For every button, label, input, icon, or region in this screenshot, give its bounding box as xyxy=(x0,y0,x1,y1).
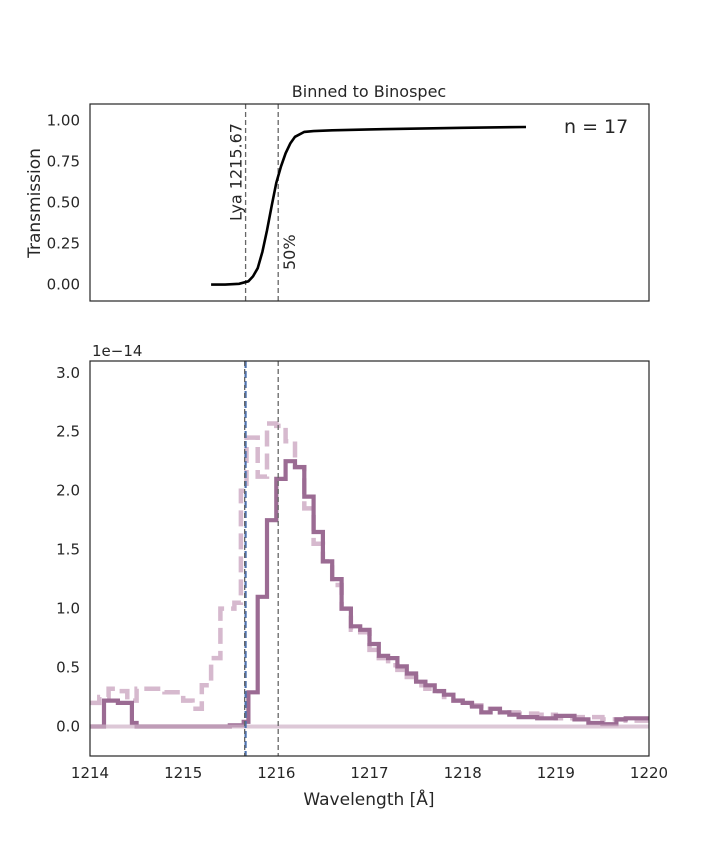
x-tick-label: 1220 xyxy=(630,764,668,782)
error-band xyxy=(90,724,649,729)
bottom-y-tick-label: 1.0 xyxy=(56,600,80,618)
top-chart-title: Binned to Binospec xyxy=(292,82,446,101)
x-tick-label: 1215 xyxy=(164,764,202,782)
bottom-y-tick-label: 3.0 xyxy=(56,364,80,382)
top-y-tick-label: 0.75 xyxy=(47,152,80,170)
bottom-y-tick-label: 1.5 xyxy=(56,541,80,559)
top-axes-frame xyxy=(89,103,650,302)
bottom-y-tick-label: 0.0 xyxy=(56,718,80,736)
transmission-curve xyxy=(211,125,527,286)
top-series xyxy=(211,125,527,286)
top-vlines xyxy=(244,104,279,301)
x-tick-label: 1214 xyxy=(71,764,109,782)
flux-dashed-step xyxy=(90,421,649,723)
x-axis-label: Wavelength [Å] xyxy=(303,788,434,810)
transmission-panel: Binned to Binospec 0.000.250.500.751.00 … xyxy=(25,82,650,302)
bottom-y-tick-label: 0.5 xyxy=(56,659,80,677)
flux-solid-step xyxy=(90,459,649,729)
bottom-y-ticks: 0.0 0.5 1.0 1.5 2.0 2.5 3.0 xyxy=(56,364,80,736)
lya-annotation: Lya 1215.67 xyxy=(227,123,246,221)
top-y-tick-label: 1.00 xyxy=(47,111,80,129)
x-tick-label: 1218 xyxy=(444,764,482,782)
sample-count-annotation: n = 17 xyxy=(564,116,628,138)
x-tick-label: 1216 xyxy=(257,764,295,782)
bottom-y-tick-label: 2.5 xyxy=(56,423,80,441)
flux-panel: 0.00.51.01.52.02.53.0 1214 1215 1216 1217 12… xyxy=(56,342,668,810)
bottom-axes-frame xyxy=(89,360,650,757)
top-y-tick-label: 0.00 xyxy=(47,276,80,294)
bottom-y-tick-label: 2.0 xyxy=(56,482,80,500)
top-y-ticks: 0.00 0.25 0.50 0.75 1.00 xyxy=(47,111,80,293)
top-y-tick-label: 0.25 xyxy=(47,235,80,253)
x-tick-label: 1217 xyxy=(350,764,388,782)
bottom-x-ticks: 1214 1215 1216 1217 1218 1219 1220 xyxy=(71,764,668,782)
top-y-tick-label: 0.50 xyxy=(47,194,80,212)
top-y-axis-label: Transmission xyxy=(25,148,45,259)
y-offset-text: 1e−14 xyxy=(92,342,142,360)
bottom-vlines xyxy=(244,361,279,756)
x-tick-label: 1219 xyxy=(537,764,575,782)
fifty-percent-annotation: 50% xyxy=(280,234,299,270)
bottom-series xyxy=(90,421,649,729)
